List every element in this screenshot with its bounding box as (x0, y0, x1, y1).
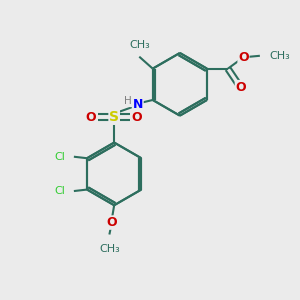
Text: CH₃: CH₃ (129, 40, 150, 50)
Text: Cl: Cl (55, 152, 66, 162)
Text: O: O (86, 111, 97, 124)
Text: H: H (124, 97, 132, 106)
Text: O: O (238, 51, 249, 64)
Text: CH₃: CH₃ (269, 51, 290, 61)
Text: O: O (236, 81, 246, 94)
Text: O: O (132, 111, 142, 124)
Text: N: N (133, 98, 143, 111)
Text: CH₃: CH₃ (99, 244, 120, 254)
Text: O: O (106, 216, 117, 229)
Text: Cl: Cl (55, 186, 66, 196)
Text: S: S (109, 110, 119, 124)
